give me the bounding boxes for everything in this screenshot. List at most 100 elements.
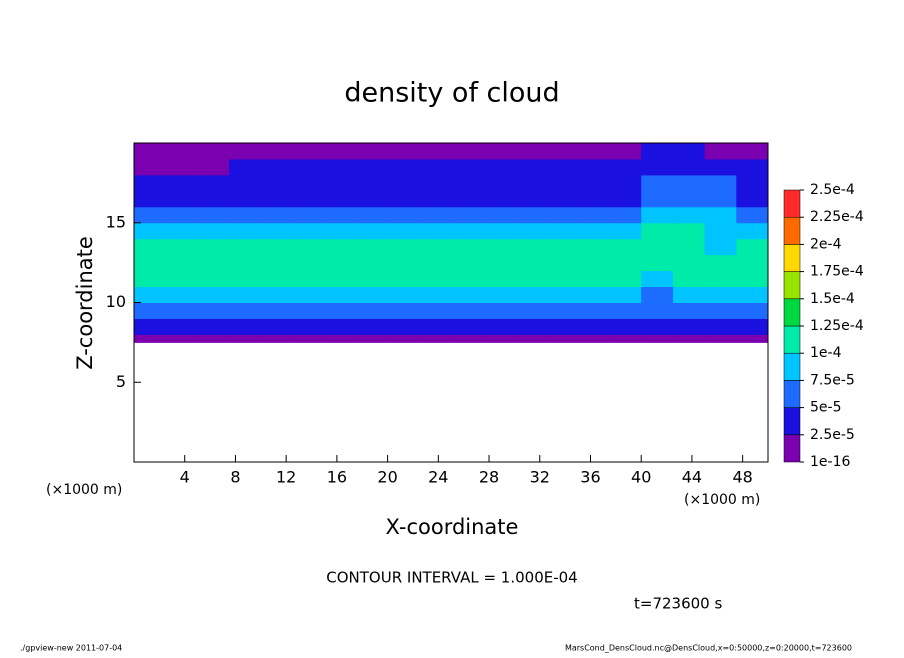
cell (641, 222, 674, 240)
cell (260, 143, 293, 160)
cell (292, 302, 325, 319)
cell (514, 238, 547, 256)
contour-note: CONTOUR INTERVAL = 1.000E-04 (326, 569, 577, 587)
cell (704, 222, 737, 240)
cell (482, 286, 515, 303)
cell (324, 190, 357, 208)
cell (292, 190, 325, 208)
cell (419, 190, 452, 208)
cell (577, 190, 610, 208)
cell (482, 238, 515, 256)
cell (736, 158, 769, 176)
cell (609, 238, 642, 256)
cell (324, 174, 357, 192)
y-axis-label: Z-coordinate (73, 236, 97, 370)
cell (609, 158, 642, 176)
cell (451, 158, 484, 176)
colorbar-label: 7.5e-5 (810, 372, 855, 388)
cell (387, 254, 420, 272)
cell (324, 254, 357, 272)
cell (324, 286, 357, 303)
cell (451, 190, 484, 208)
cell (387, 143, 420, 160)
cell (736, 190, 769, 208)
cell (292, 174, 325, 192)
cell (736, 334, 769, 343)
cell (387, 206, 420, 224)
cell (165, 158, 198, 176)
cell (736, 302, 769, 319)
x-unit-right: (×1000 m) (684, 492, 760, 508)
cell (451, 286, 484, 303)
cell (577, 222, 610, 240)
cell (134, 158, 167, 176)
colorbar-label: 1.25e-4 (810, 318, 864, 334)
cell (514, 158, 547, 176)
cell (704, 174, 737, 192)
cell (609, 174, 642, 192)
x-tick-label: 44 (682, 468, 702, 487)
cell (197, 270, 230, 288)
cell (482, 302, 515, 319)
cell (324, 206, 357, 224)
cell (451, 238, 484, 256)
cell (355, 190, 389, 208)
colorbar-box (783, 216, 801, 245)
cell (704, 143, 737, 160)
cell (197, 206, 230, 224)
cell (165, 143, 198, 160)
y-tick-label: 5 (116, 372, 126, 391)
cell (419, 286, 452, 303)
cell (514, 286, 547, 303)
cell (419, 143, 452, 160)
cell (387, 222, 420, 240)
cell (419, 206, 452, 224)
cell (197, 222, 230, 240)
cell (482, 334, 515, 343)
cell (451, 334, 484, 343)
cell (197, 190, 230, 208)
cell (260, 222, 293, 240)
cell (260, 334, 293, 343)
cell (672, 206, 706, 224)
cell (229, 158, 262, 176)
cell (387, 302, 420, 319)
cell (355, 286, 389, 303)
cell (134, 174, 167, 192)
cell (704, 270, 737, 288)
cell (704, 302, 737, 319)
cell (546, 143, 579, 160)
cell (197, 158, 230, 176)
cell (197, 286, 230, 303)
cell (577, 238, 610, 256)
cell (292, 158, 325, 176)
cell (577, 206, 610, 224)
cell (134, 190, 167, 208)
cell (165, 302, 198, 319)
cell (577, 302, 610, 319)
cell (134, 206, 167, 224)
x-axis-label: X-coordinate (386, 515, 519, 539)
chart-title: density of cloud (344, 78, 559, 109)
cell (736, 270, 769, 288)
cell (609, 334, 642, 343)
cell (197, 143, 230, 160)
cell (292, 334, 325, 343)
cell (641, 334, 674, 343)
cell (165, 270, 198, 288)
cell (609, 143, 642, 160)
cell (165, 190, 198, 208)
cell (292, 254, 325, 272)
cell (229, 318, 262, 335)
cell (229, 334, 262, 343)
cell (577, 254, 610, 272)
cell (672, 190, 706, 208)
cell (165, 206, 198, 224)
cell (514, 270, 547, 288)
cell (672, 318, 706, 335)
cell (482, 222, 515, 240)
cell (355, 254, 389, 272)
x-tick-label: 36 (580, 468, 600, 487)
cell (419, 174, 452, 192)
cell (229, 222, 262, 240)
